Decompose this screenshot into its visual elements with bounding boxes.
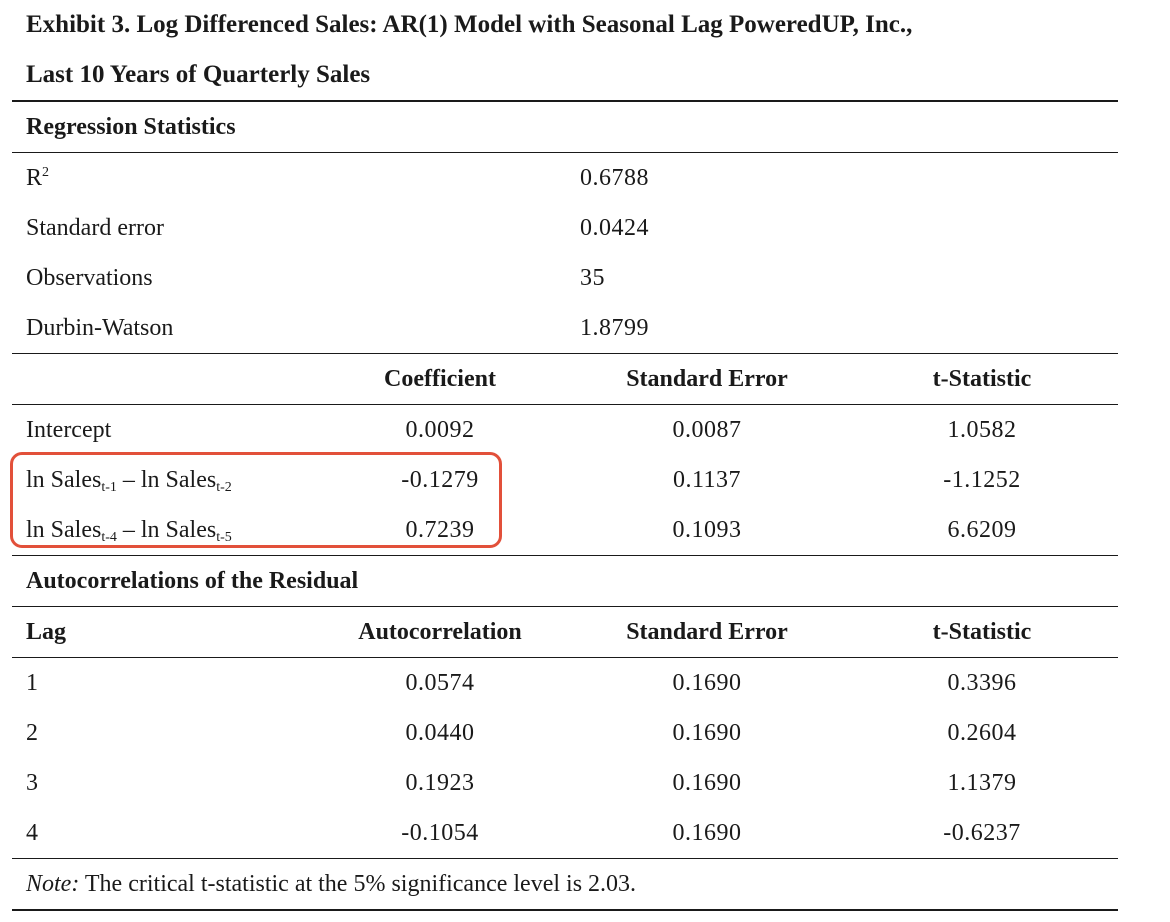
t-statistic-value: -0.6237 [943,820,1021,846]
autocorrelation-row-lag1: 1 0.0574 0.1690 0.3396 [12,658,1118,708]
row-label: ln Salest-1 – ln Salest-2 [26,467,232,495]
table-note: Note: The critical t-statistic at the 5%… [12,859,1118,909]
t-statistic-value: 1.0582 [947,417,1017,443]
stat-label: R2 [26,165,50,191]
autocorrelation-value: -0.1054 [401,820,479,846]
lag-value: 2 [26,720,38,746]
section-heading: Regression Statistics [26,114,236,140]
coefficient-row-intercept: Intercept 0.0092 0.0087 1.0582 [12,405,1118,455]
autocorrelations-heading: Autocorrelations of the Residual [12,556,1118,606]
stat-row-standard-error: Standard error 0.0424 [12,203,1118,253]
rule [12,353,1118,354]
autocorrelation-value: 0.0440 [405,720,475,746]
coefficient-value: 0.7239 [405,517,475,543]
column-header-t-statistic: t-Statistic [932,619,1032,645]
lag-value: 3 [26,770,38,796]
coefficient-row-lag1: ln Salest-1 – ln Salest-2 -0.1279 0.1137… [12,455,1118,505]
autocorrelation-value: 0.1923 [405,770,475,796]
coefficient-header-row: Coefficient Standard Error t-Statistic [12,354,1118,404]
rule [12,555,1118,556]
autocorrelation-row-lag2: 2 0.0440 0.1690 0.2604 [12,708,1118,758]
stat-value: 1.8799 [580,315,649,341]
standard-error-value: 0.1093 [672,517,742,543]
column-header-standard-error: Standard Error [626,366,788,392]
rule [12,404,1118,405]
rule [12,657,1118,658]
rule [12,909,1118,911]
t-statistic-value: 6.6209 [947,517,1017,543]
t-statistic-value: 0.2604 [947,720,1017,746]
rule [12,858,1118,859]
stat-value: 0.0424 [580,215,649,241]
column-header-coefficient: Coefficient [384,366,496,392]
standard-error-value: 0.1690 [672,670,742,696]
exhibit-title-line2: Last 10 Years of Quarterly Sales [26,61,371,88]
coefficient-row-lag4: ln Salest-4 – ln Salest-5 0.7239 0.1093 … [12,505,1118,555]
stat-row-r2: R2 0.6788 [12,153,1118,203]
standard-error-value: 0.1690 [672,770,742,796]
coefficient-value: 0.0092 [405,417,475,443]
standard-error-value: 0.1137 [672,467,742,493]
column-header-standard-error: Standard Error [626,619,788,645]
coefficient-value: -0.1279 [401,467,479,493]
autocorrelation-value: 0.0574 [405,670,475,696]
lag-value: 1 [26,670,38,696]
exhibit-table: Exhibit 3. Log Differenced Sales: AR(1) … [12,0,1118,911]
stat-label: Durbin-Watson [26,315,174,341]
rule [12,152,1118,153]
column-header-lag: Lag [26,619,67,645]
lag-value: 4 [26,820,38,846]
highlight-box [10,452,502,548]
t-statistic-value: 0.3396 [947,670,1017,696]
standard-error-value: 0.1690 [672,820,742,846]
row-label: ln Salest-4 – ln Salest-5 [26,517,232,545]
stat-row-observations: Observations 35 [12,253,1118,303]
stat-value: 35 [580,265,605,291]
stat-value: 0.6788 [580,165,649,191]
standard-error-value: 0.1690 [672,720,742,746]
stat-label: Observations [26,265,153,291]
autocorrelation-header-row: Lag Autocorrelation Standard Error t-Sta… [12,607,1118,657]
regression-statistics-heading: Regression Statistics [12,102,1118,152]
section-heading: Autocorrelations of the Residual [26,568,359,594]
rule [12,100,1118,102]
stat-row-durbin-watson: Durbin-Watson 1.8799 [12,303,1118,353]
column-header-autocorrelation: Autocorrelation [358,619,522,645]
t-statistic-value: -1.1252 [943,467,1021,493]
stat-label: Standard error [26,215,164,241]
row-label: Intercept [26,417,112,443]
exhibit-title-line1: Exhibit 3. Log Differenced Sales: AR(1) … [26,11,913,38]
note-label: Note: [26,871,80,897]
note-text: The critical t-statistic at the 5% signi… [79,871,637,897]
standard-error-value: 0.0087 [672,417,742,443]
autocorrelation-row-lag4: 4 -0.1054 0.1690 -0.6237 [12,808,1118,858]
column-header-t-statistic: t-Statistic [932,366,1032,392]
rule [12,606,1118,607]
t-statistic-value: 1.1379 [947,770,1017,796]
autocorrelation-row-lag3: 3 0.1923 0.1690 1.1379 [12,758,1118,808]
